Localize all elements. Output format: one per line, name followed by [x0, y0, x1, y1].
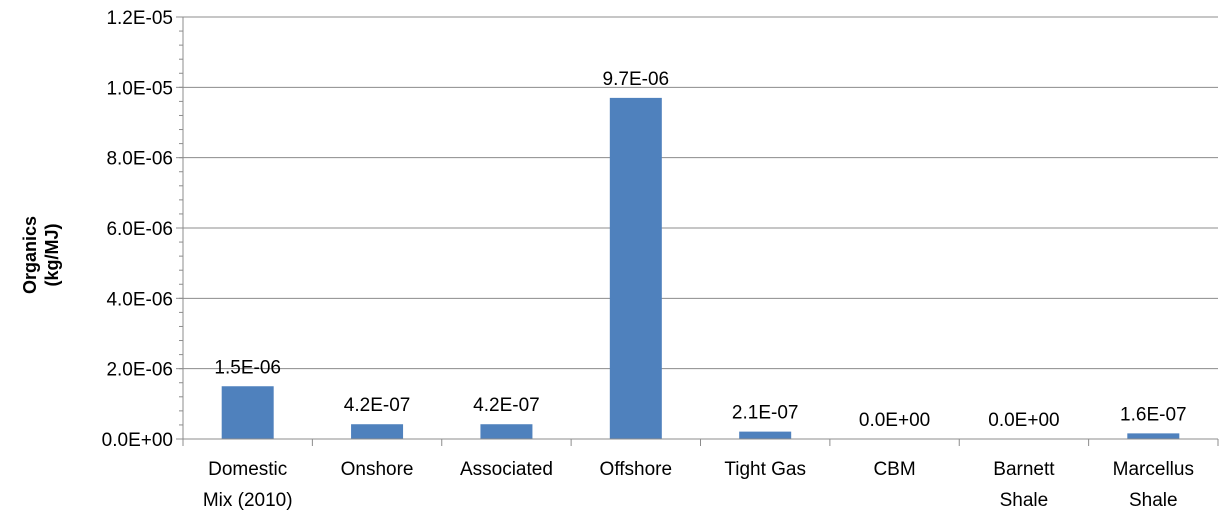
bar [739, 431, 792, 439]
y-tick-label: 4.0E-06 [106, 289, 173, 310]
y-tick-labels: 0.0E+00 2.0E-06 4.0E-06 6.0E-06 8.0E-06 1.0E-… [102, 8, 173, 451]
x-category-label: Marcellus [1113, 459, 1194, 480]
bar [1127, 433, 1180, 439]
x-category-label: Shale [1129, 490, 1178, 511]
data-labels: 1.5E-06 4.2E-07 4.2E-07 9.7E-06 2.1E-07 0.0E+… [214, 69, 1186, 431]
axes [176, 16, 1219, 446]
y-tick-label: 0.0E+00 [102, 430, 173, 451]
y-tick-label: 1.2E-05 [106, 8, 173, 29]
bar [609, 97, 662, 439]
bar [351, 424, 404, 439]
x-category-label: Shale [1000, 490, 1049, 511]
y-tick-label: 8.0E-06 [106, 149, 173, 170]
data-label: 9.7E-06 [603, 69, 670, 90]
x-category-labels: Domestic Mix (2010) Onshore Associated Offsh… [203, 459, 1194, 511]
grid-lines [183, 16, 1218, 370]
x-category-label: Onshore [341, 459, 414, 480]
x-category-label: Domestic [208, 459, 287, 480]
y-axis-title-line-1: Organics [20, 216, 40, 294]
y-axis-title: Organics (kg/MJ) [20, 216, 62, 294]
x-category-label: Barnett [993, 459, 1055, 480]
data-label: 1.6E-07 [1120, 404, 1187, 425]
y-tick-label: 2.0E-06 [106, 360, 173, 381]
x-category-label: Mix (2010) [203, 490, 293, 511]
x-category-label: CBM [873, 459, 915, 480]
bar [221, 386, 274, 439]
y-tick-label: 1.0E-05 [106, 78, 173, 99]
data-label: 1.5E-06 [214, 357, 281, 378]
x-category-label: Offshore [600, 459, 673, 480]
data-label: 0.0E+00 [988, 410, 1059, 431]
bars [221, 97, 1180, 439]
data-label: 4.2E-07 [473, 395, 540, 416]
data-label: 0.0E+00 [859, 410, 930, 431]
data-label: 4.2E-07 [344, 395, 411, 416]
bar [480, 424, 533, 439]
y-axis-title-line-2: (kg/MJ) [42, 223, 62, 286]
x-category-label: Associated [460, 459, 553, 480]
data-label: 2.1E-07 [732, 403, 799, 424]
x-category-label: Tight Gas [724, 459, 806, 480]
y-tick-label: 6.0E-06 [106, 219, 173, 240]
